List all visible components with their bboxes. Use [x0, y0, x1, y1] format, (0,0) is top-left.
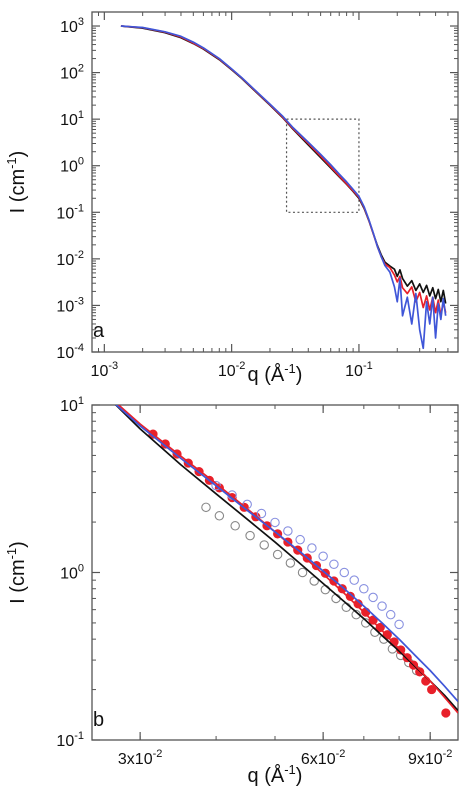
panel-b-scatter-point	[245, 530, 255, 541]
panel-b-series-line-3	[115, 405, 458, 702]
panel-b-scatter-point	[441, 708, 451, 718]
panel-b-y-tick-label: 101	[60, 395, 84, 415]
panel-a-series-line-2	[120, 25, 447, 317]
panel-b-plot-area	[114, 405, 458, 718]
panel-a-plot-area	[120, 25, 447, 350]
panel-a-y-tick-label: 10-3	[56, 295, 84, 315]
panel-b-series-line-2	[117, 405, 458, 714]
panel-b-x-tick-label: 6x10-2	[301, 748, 345, 768]
panel-b-scatter-point	[368, 592, 378, 603]
panel-b-scatter-point	[329, 559, 339, 570]
panel-a-y-tick-label: 103	[60, 16, 84, 36]
panel-a-x-tick-label: 10-2	[218, 360, 246, 380]
panel-b-scatter-point	[421, 676, 431, 686]
panel-a-zoom-box	[285, 118, 360, 213]
panel-a-x-tick-label: 10-3	[91, 360, 119, 380]
panel-b-scatter-point	[211, 480, 221, 491]
panel-a-x-tick-label: 10-1	[345, 360, 373, 380]
panel-b-scatter-point	[295, 534, 305, 545]
panel-b-scatter-point	[349, 575, 359, 585]
panel-b-scatter-point	[201, 502, 211, 513]
panel-a-y-tick-label: 10-1	[56, 202, 84, 222]
panel-a-x-axis-title: q (Å-1)	[248, 361, 303, 386]
panel-b-frame	[91, 404, 459, 741]
panel-b-scatter-point	[307, 543, 317, 553]
panel-b-scatter-point	[385, 609, 396, 620]
panel-a-series-line-1	[120, 25, 447, 304]
panel-b-scatter-point	[259, 540, 269, 550]
panel-b-scatter-point	[256, 508, 267, 519]
panel-a-y-tick-label: 102	[60, 63, 84, 83]
panel-b-scatter-point	[214, 511, 225, 521]
panel-b-scatter-point	[270, 517, 280, 528]
panel-b-y-axis-title: I (cm-1)	[4, 541, 29, 604]
panel-b-scatter-point	[368, 615, 378, 625]
panel-b-x-tick-label: 9x10-2	[408, 748, 452, 768]
panel-a-series-line-3	[120, 25, 447, 350]
panel-a-label: a	[93, 320, 105, 342]
panel-b-x-axis-title: q (Å-1)	[248, 762, 303, 787]
panel-b-x-tick-label: 3x10-2	[118, 748, 162, 768]
panel-b-scatter-point	[427, 684, 437, 695]
panel-b-scatter-point	[285, 558, 296, 568]
panel-a-y-tick-label: 10-4	[56, 342, 84, 362]
panel-b-scatter-point	[345, 591, 355, 601]
panel-a-chart: 10-3 10-2 10-1 10-4 10-3 10-2 10-1 100 101 102 103…	[4, 11, 459, 386]
panel-b-scatter-point	[339, 567, 350, 578]
panel-b-scatter-point	[318, 551, 328, 562]
panel-a-y-tick-label: 10-2	[56, 249, 84, 269]
panel-b-scatter-point	[297, 567, 308, 578]
panel-b-scatter-point	[320, 584, 331, 595]
panel-b-scatter-point	[377, 601, 387, 611]
panel-a-y-tick-label: 100	[60, 156, 84, 176]
panel-b-scatter-point	[272, 549, 283, 560]
panel-b-scatter-point	[375, 622, 385, 633]
panel-a-y-axis-title: I (cm-1)	[4, 151, 29, 214]
panel-a-frame	[91, 11, 459, 353]
panel-b-chart: 3x10-2 6x10-2 9x10-2 10-1 100 101 b q (Å-1) I (c…	[4, 395, 459, 787]
panel-b-scatter-point	[382, 630, 392, 640]
panel-b-scatter-point	[359, 583, 369, 594]
panel-b-label: b	[93, 709, 104, 731]
panel-b-y-tick-label: 10-1	[56, 730, 84, 750]
panel-b-scatter-point	[283, 526, 293, 536]
panel-b-scatter-point	[230, 521, 240, 531]
panel-a-y-tick-label: 101	[60, 109, 84, 129]
panel-b-y-tick-label: 100	[60, 563, 84, 583]
panel-b-scatter-point	[394, 619, 404, 630]
